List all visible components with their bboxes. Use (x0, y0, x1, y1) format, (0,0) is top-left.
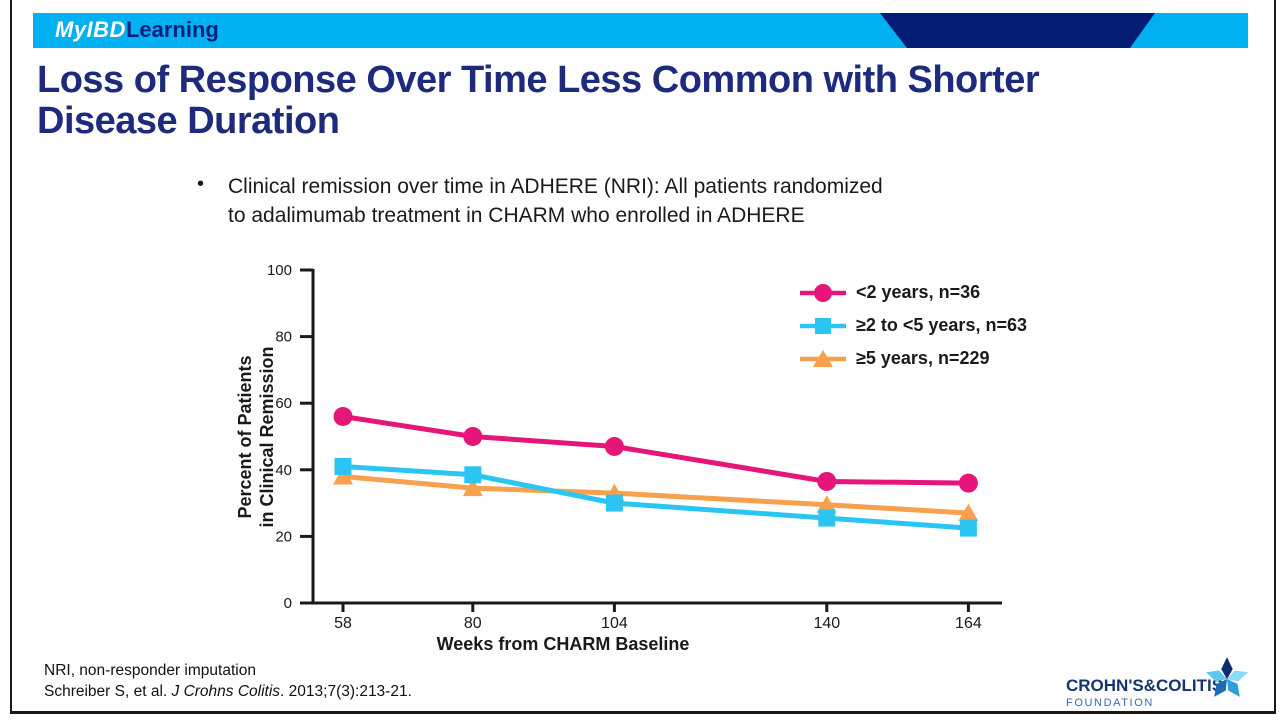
svg-text:80: 80 (464, 615, 482, 632)
bullet-dot: • (197, 173, 205, 195)
foundation-name: CROHN'S&COLITIS (1066, 676, 1224, 695)
logo-myibd-text: MyIBD (55, 17, 126, 42)
square-marker-icon (800, 317, 846, 334)
bullet-text-line1: Clinical remission over time in ADHERE (… (228, 175, 883, 198)
circle-marker-icon (800, 283, 846, 302)
svg-text:20: 20 (275, 528, 292, 545)
slide-title-line1: Loss of Response Over Time Less Common w… (37, 59, 1040, 101)
chart-legend: <2 years, n=36 ≥2 to <5 years, n=63 ≥5 yea… (800, 276, 1027, 375)
legend-label: ≥5 years, n=229 (856, 348, 990, 368)
bullet-text-line2: to adalimumab treatment in CHARM who enr… (228, 204, 805, 227)
legend-item: <2 years, n=36 (800, 276, 1027, 309)
bullet-point: • Clinical remission over time in ADHERE… (197, 172, 977, 230)
legend-label: ≥2 to <5 years, n=63 (856, 315, 1027, 335)
footnote-line1: NRI, non-responder imputation (44, 662, 256, 679)
journal-name: J Crohns Colitis (171, 683, 281, 700)
foundation-star-icon (1206, 657, 1248, 697)
svg-text:100: 100 (267, 262, 292, 279)
svg-text:80: 80 (275, 329, 292, 346)
slide-border-right (1274, 0, 1276, 713)
svg-text:40: 40 (275, 462, 292, 479)
slide-border-left (10, 0, 12, 713)
svg-text:58: 58 (334, 615, 352, 632)
svg-text:Weeks from CHARM Baseline: Weeks from CHARM Baseline (437, 634, 690, 654)
footnote: NRI, non-responder imputation Schreiber … (44, 660, 412, 702)
myibd-learning-logo: MyIBDLearning (55, 17, 219, 43)
slide-border-bottom (10, 711, 1276, 714)
header-trapezoid-accent (880, 13, 1155, 48)
triangle-marker-icon (800, 349, 846, 367)
bullet-text: Clinical remission over time in ADHERE (… (228, 172, 977, 230)
svg-text:104: 104 (601, 615, 628, 632)
legend-item: ≥2 to <5 years, n=63 (800, 309, 1027, 342)
slide-title-line2: Disease Duration (37, 100, 340, 142)
logo-learning-text: Learning (125, 17, 219, 42)
legend-item: ≥5 years, n=229 (800, 342, 1027, 375)
footnote-citation: Schreiber S, et al. J Crohns Colitis. 20… (44, 683, 412, 700)
crohns-colitis-foundation-logo: CROHN'S&COLITIS FOUNDATION (1066, 676, 1223, 709)
svg-text:164: 164 (955, 615, 982, 632)
remission-chart-svg: 0 20 40 60 80 100 58 80 104 140 164 Weeks from CHAR… (267, 262, 1002, 654)
svg-text:0: 0 (284, 595, 292, 612)
legend-label: <2 years, n=36 (856, 282, 981, 302)
svg-text:60: 60 (275, 395, 292, 412)
slide-title: Loss of Response Over Time Less Common w… (37, 60, 1257, 142)
foundation-sub: FOUNDATION (1066, 697, 1154, 709)
svg-text:140: 140 (813, 615, 840, 632)
chart-area: 0 20 40 60 80 100 58 80 104 140 164 Weeks from CHAR… (230, 255, 1020, 665)
